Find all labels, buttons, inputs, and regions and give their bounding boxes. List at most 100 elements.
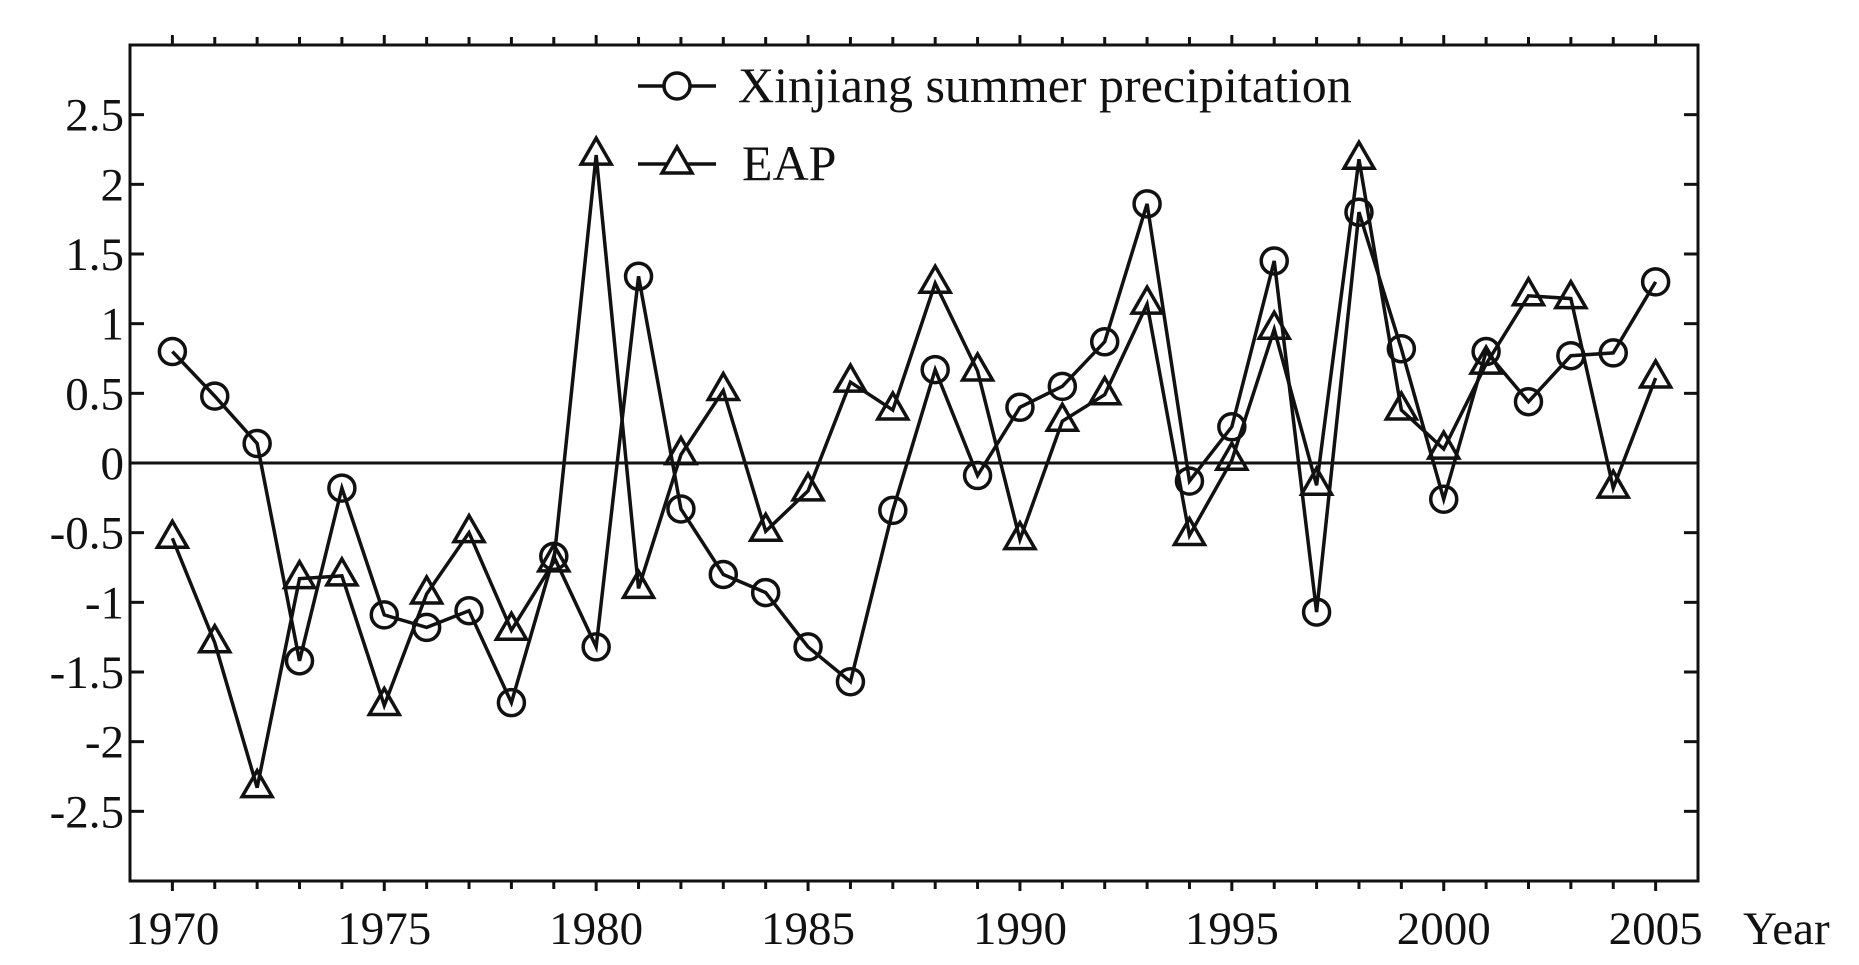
- data-point-circle: [157, 336, 188, 367]
- data-point-circle: [1132, 189, 1162, 219]
- data-point-triangle: [1552, 278, 1589, 310]
- data-point-circle: [581, 632, 611, 662]
- data-point-circle: [369, 600, 400, 630]
- x-tick-label: 2005: [1609, 903, 1703, 955]
- x-tick-label: 1995: [1185, 903, 1279, 955]
- x-axis-label: Year: [1743, 903, 1830, 955]
- data-point-triangle: [1044, 400, 1081, 432]
- data-point-triangle: [959, 350, 996, 382]
- legend-circle-marker: [662, 71, 692, 101]
- data-point-circle: [1386, 333, 1417, 364]
- data-point-circle: [623, 261, 654, 292]
- data-point-triangle: [1001, 519, 1038, 551]
- y-tick-label: -1: [85, 577, 124, 629]
- data-point-circle: [1513, 386, 1544, 417]
- plot-frame: [128, 43, 1700, 883]
- data-point-circle: [1344, 197, 1374, 227]
- data-point-triangle: [1340, 138, 1378, 171]
- data-point-circle: [666, 494, 696, 524]
- data-point-triangle: [874, 389, 911, 421]
- y-tick-label: -2: [85, 717, 124, 769]
- axis-ticks: 2.5 2 1.5 1 0.5 0 -0.5 -1 -1.5 -2 -2.5 1970 1975 1980…: [50, 35, 1703, 955]
- data-point-triangle: [1425, 428, 1462, 460]
- data-point-circle: [1089, 327, 1120, 357]
- data-point-triangle: [1468, 343, 1505, 375]
- data-point-circle: [1598, 338, 1628, 368]
- data-point-triangle: [1510, 275, 1547, 307]
- data-point-triangle: [1595, 467, 1632, 499]
- y-tick-label: 0: [101, 438, 125, 490]
- data-point-circle: [1005, 392, 1035, 423]
- data-point-circle: [242, 428, 272, 459]
- data-point-circle: [1174, 466, 1205, 496]
- data-point-triangle: [1383, 389, 1420, 421]
- data-point-triangle: [620, 567, 657, 600]
- data-point-triangle: [917, 262, 954, 295]
- data-point-triangle: [747, 510, 784, 543]
- markers-eap: [154, 134, 1674, 799]
- data-point-circle: [1556, 340, 1586, 371]
- data-point-triangle: [705, 370, 742, 402]
- data-point-triangle: [1129, 283, 1166, 315]
- data-point-triangle: [450, 512, 488, 544]
- data-point-triangle: [1171, 514, 1208, 547]
- data-point-circle: [454, 595, 484, 626]
- legend: Xinjiang summer precipitation EAP: [638, 57, 1352, 191]
- y-tick-label: -0.5: [50, 508, 124, 560]
- data-point-circle: [284, 646, 315, 676]
- data-point-triangle: [408, 573, 445, 605]
- data-point-triangle: [535, 541, 572, 573]
- y-tick-label: 2: [101, 159, 125, 211]
- x-tick-label: 1990: [973, 903, 1067, 955]
- x-tick-label: 2000: [1397, 903, 1491, 955]
- data-point-triangle: [1256, 308, 1293, 340]
- data-point-circle: [1640, 267, 1671, 297]
- legend-label-xinjiang: Xinjiang summer precipitation: [738, 57, 1352, 113]
- data-point-circle: [1259, 246, 1289, 276]
- data-point-circle: [962, 460, 993, 491]
- series-line: [170, 154, 1658, 789]
- y-tick-label: 1.5: [65, 229, 124, 281]
- data-point-circle: [750, 577, 781, 608]
- data-point-triangle: [790, 470, 827, 502]
- markers-xinjiang: [157, 189, 1671, 718]
- y-tick-label: -2.5: [50, 786, 124, 838]
- data-point-triangle: [196, 622, 233, 654]
- data-point-triangle: [493, 609, 530, 641]
- data-point-circle: [708, 559, 739, 590]
- data-point-triangle: [281, 558, 318, 590]
- data-point-circle: [496, 687, 527, 718]
- data-point-triangle: [578, 134, 615, 166]
- legend-item-eap: EAP: [638, 135, 836, 191]
- data-point-triangle: [832, 361, 869, 393]
- data-point-circle: [200, 381, 230, 411]
- data-point-circle: [920, 354, 950, 385]
- series-layer: [154, 134, 1674, 799]
- series-line: [171, 203, 1658, 708]
- legend-label-eap: EAP: [742, 135, 836, 191]
- data-point-triangle: [1213, 439, 1250, 471]
- data-point-triangle: [1086, 374, 1123, 406]
- y-tick-label: 2.5: [65, 90, 124, 142]
- data-point-circle: [878, 495, 908, 526]
- data-point-circle: [1047, 371, 1078, 402]
- legend-triangle-marker: [658, 143, 696, 175]
- series-eap: [170, 154, 1658, 789]
- data-point-triangle: [1298, 464, 1335, 497]
- data-point-circle: [1428, 484, 1459, 514]
- data-point-circle: [835, 667, 866, 697]
- x-tick-label: 1970: [125, 903, 219, 955]
- data-point-triangle: [239, 767, 276, 799]
- data-point-circle: [1301, 597, 1332, 627]
- data-point-triangle: [366, 684, 403, 717]
- data-point-triangle: [154, 517, 191, 549]
- data-point-circle: [793, 632, 823, 662]
- data-point-circle: [1471, 336, 1501, 367]
- legend-item-xinjiang: Xinjiang summer precipitation: [638, 57, 1352, 113]
- x-tick-label: 1980: [549, 903, 643, 955]
- data-point-circle: [327, 473, 357, 503]
- data-point-circle: [411, 612, 442, 643]
- data-point-triangle: [1637, 357, 1674, 389]
- series-xinjiang: [171, 203, 1658, 708]
